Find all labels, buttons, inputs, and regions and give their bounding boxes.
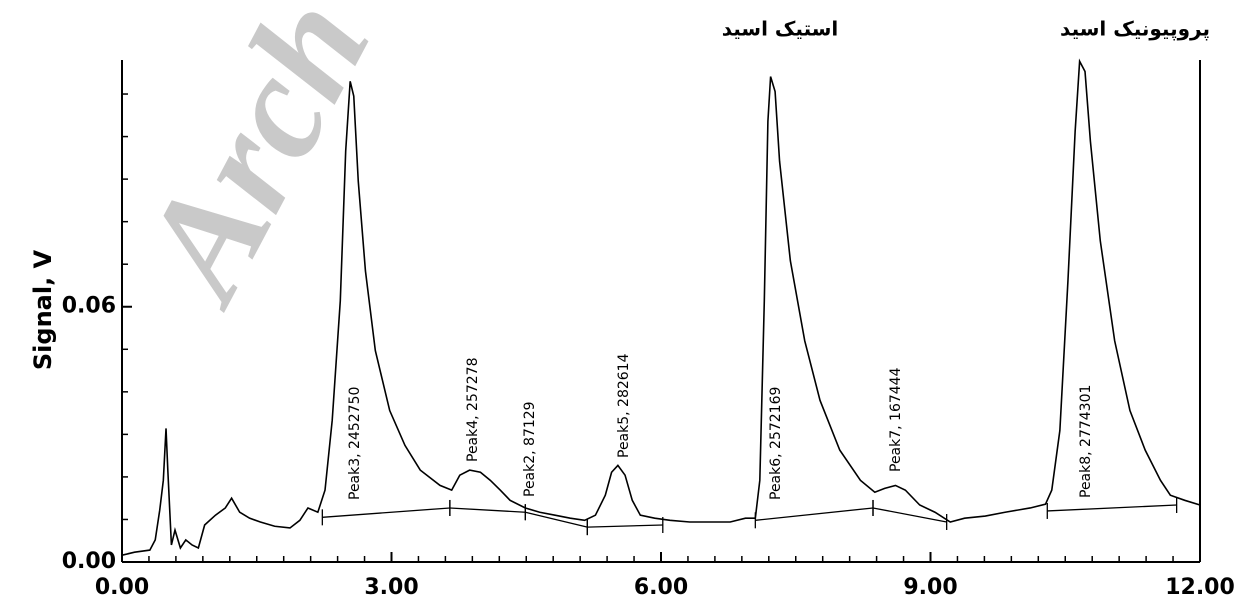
- peak-label: Peak8, 2774301: [1078, 385, 1094, 498]
- peak-baseline: [872, 507, 947, 523]
- peak-label: Peak2, 87129: [522, 401, 538, 497]
- compound-label: استیک اسید: [722, 17, 839, 41]
- x-tick-label: 12.00: [1165, 575, 1235, 600]
- peak-label: Peak6, 2572169: [768, 387, 784, 500]
- y-tick-label: 0.06: [62, 294, 116, 319]
- peak-baseline: [525, 511, 588, 528]
- peak-baseline: [587, 524, 663, 528]
- peak-baseline: [755, 507, 874, 521]
- peak-label: Peak4, 257278: [465, 358, 481, 463]
- peak-label: Peak7, 167444: [888, 367, 904, 472]
- compound-label: پروپیونیک اسید: [1060, 17, 1210, 42]
- y-tick-label: 0.00: [62, 549, 116, 574]
- peak-label: Peak3, 2452750: [347, 387, 363, 500]
- x-tick-label: 6.00: [634, 575, 688, 600]
- peak-label: Peak5, 282614: [616, 353, 632, 458]
- signal-line: [121, 58, 1201, 556]
- peak-baseline: [322, 507, 450, 518]
- x-tick-label: 0.00: [95, 575, 149, 600]
- peak-baseline: [1047, 504, 1177, 512]
- x-tick-label: 3.00: [364, 575, 418, 600]
- peak-baseline: [449, 507, 526, 513]
- x-tick-label: 9.00: [903, 575, 957, 600]
- y-axis-label: Signal, V: [29, 249, 57, 370]
